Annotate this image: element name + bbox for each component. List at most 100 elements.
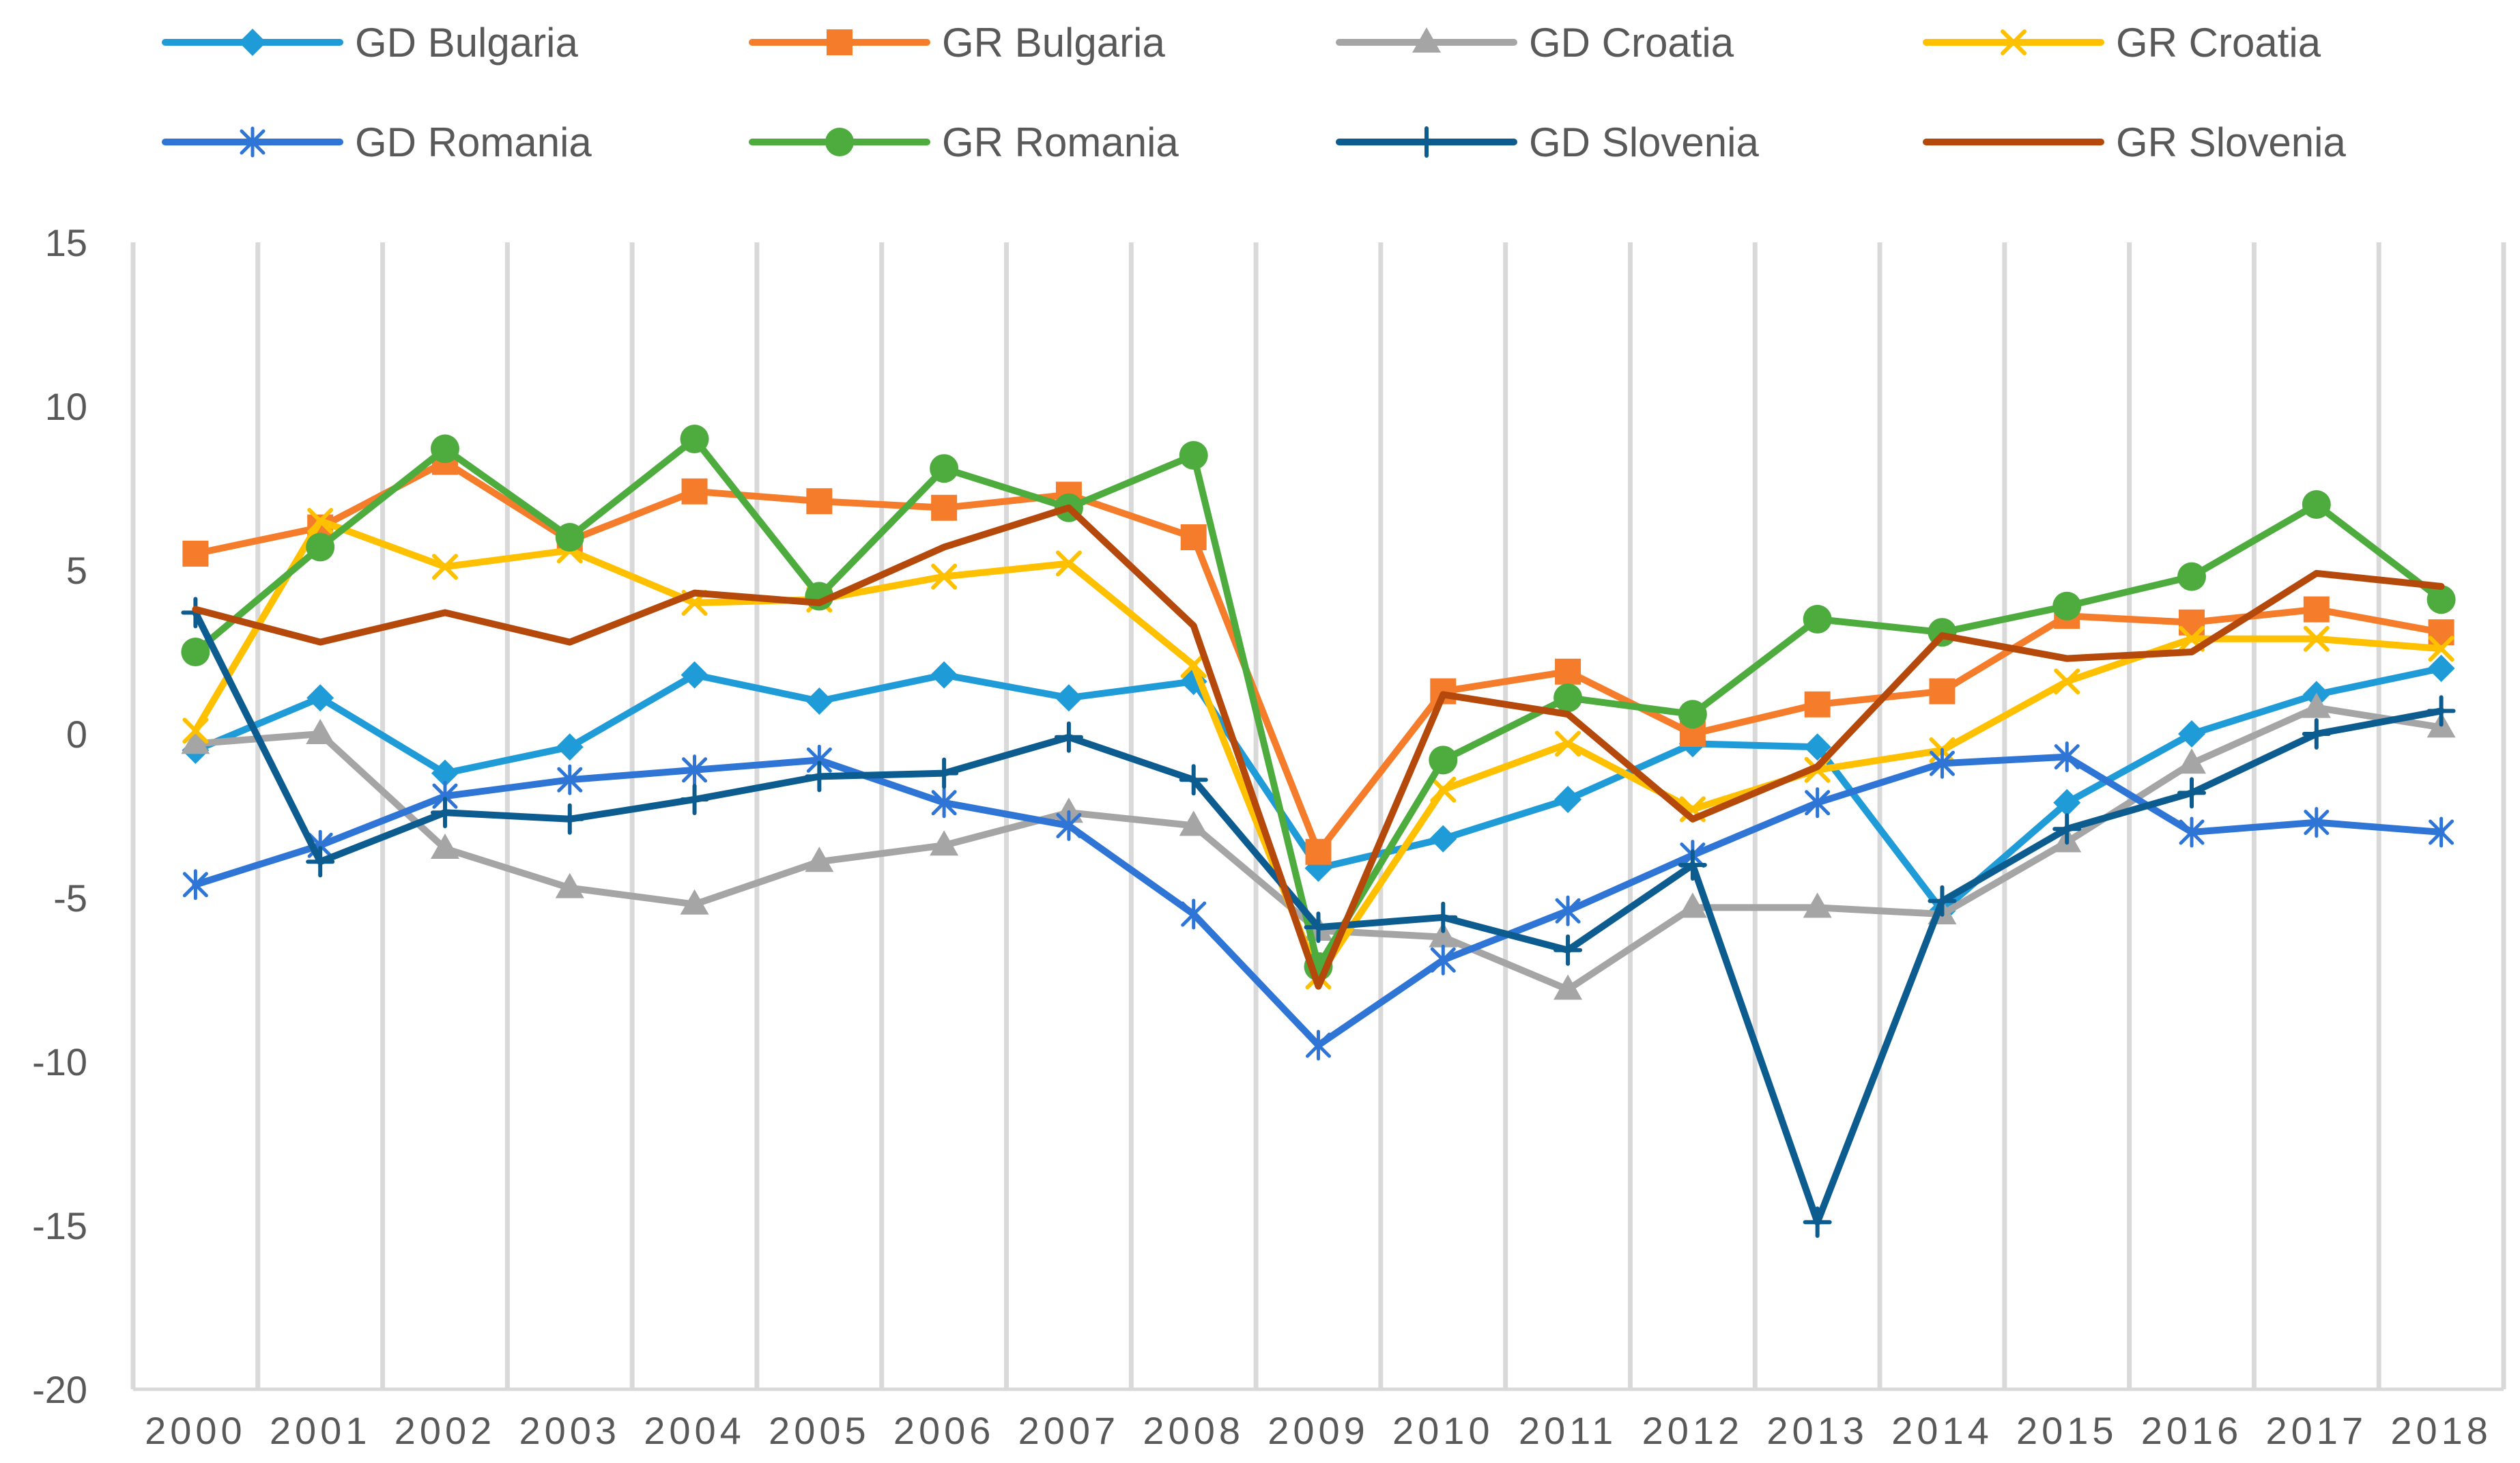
data-point-gd-romania-2011: [1555, 895, 1581, 926]
y-tick-label: -10: [32, 1040, 87, 1083]
legend-item-gr-bulgaria: GR Bulgaria: [749, 20, 1165, 66]
data-point-gr-romania-2008: [1179, 441, 1208, 470]
series-gr-romania: [181, 425, 2456, 981]
data-point-gd-romania-2000: [182, 869, 208, 900]
data-point-gr-croatia-2002: [431, 554, 458, 580]
data-point-gd-slovenia-2008: [1179, 764, 1208, 796]
legend: GD Bulgaria GR Bulgaria GD Croatia GR Croat…: [162, 20, 2346, 165]
data-point-gd-slovenia-2003: [555, 803, 584, 835]
legend-label: GR Bulgaria: [942, 20, 1165, 66]
legend-label: GD Croatia: [1529, 20, 1734, 66]
data-point-gr-croatia-2011: [1555, 730, 1581, 757]
data-point-gd-slovenia-2006: [930, 757, 959, 789]
data-point-gr-croatia-2010: [1430, 776, 1457, 803]
legend-marker-gd-croatia: [1412, 27, 1441, 53]
data-point-gd-bulgaria-2011: [1554, 786, 1582, 813]
vertical-gridlines: [130, 242, 2506, 1389]
y-axis-tick-labels: 15 10 5 0 -5 -10 -15 -20: [32, 221, 87, 1411]
x-tick-label-2006: 2006: [893, 1409, 995, 1452]
data-point-gr-croatia-2006: [931, 563, 958, 590]
series-lines: [181, 425, 2456, 1238]
data-point-gd-bulgaria-2006: [930, 661, 958, 689]
data-point-gr-romania-2000: [181, 638, 210, 666]
data-point-gr-bulgaria-2011: [1555, 658, 1581, 685]
data-point-gd-croatia-2006: [930, 830, 959, 856]
data-point-gd-romania-2010: [1430, 944, 1456, 976]
data-point-gr-croatia-2007: [1055, 550, 1082, 577]
data-point-gr-bulgaria-2013: [1804, 691, 1831, 718]
x-tick-label-2011: 2011: [1519, 1409, 1617, 1452]
x-tick-label-2008: 2008: [1143, 1409, 1244, 1452]
series-gr-slovenia: [192, 504, 2445, 990]
data-point-gd-bulgaria-2004: [681, 661, 708, 689]
data-point-gr-croatia-2018: [2428, 636, 2454, 662]
data-point-gd-slovenia-2009: [1304, 911, 1333, 943]
data-point-gd-romania-2014: [1929, 748, 1955, 779]
data-point-gr-romania-2017: [2302, 490, 2331, 519]
legend-label: GD Romania: [355, 119, 592, 165]
y-tick-label: -20: [32, 1368, 87, 1411]
legend-marker-gd-slovenia: [1412, 126, 1441, 158]
y-tick-label: 5: [66, 549, 87, 592]
x-tick-label-2004: 2004: [644, 1409, 745, 1452]
legend-item-gd-slovenia: GD Slovenia: [1336, 119, 1759, 165]
data-point-gd-slovenia-2011: [1553, 934, 1583, 966]
data-point-gr-romania-2015: [2052, 591, 2082, 621]
data-point-gd-croatia-2000: [181, 728, 210, 754]
legend-item-gr-slovenia: GR Slovenia: [1923, 119, 2346, 165]
data-point-gd-romania-2009: [1306, 1029, 1331, 1061]
data-point-gd-bulgaria-2001: [306, 684, 334, 712]
series-line-gr-croatia: [192, 517, 2445, 980]
series-gd-bulgaria: [182, 655, 2455, 925]
series-gd-slovenia: [181, 597, 2456, 1238]
data-point-gr-bulgaria-2004: [681, 478, 708, 505]
data-point-gr-croatia-2001: [307, 508, 334, 534]
data-point-gd-slovenia-2013: [1803, 1206, 1832, 1238]
x-tick-label-2010: 2010: [1392, 1409, 1494, 1452]
data-point-gd-bulgaria-2016: [2178, 720, 2206, 748]
data-point-gd-romania-2004: [682, 754, 708, 786]
data-point-gr-bulgaria-2017: [2303, 596, 2330, 623]
x-tick-label-2003: 2003: [519, 1409, 620, 1452]
legend-item-gd-croatia: GD Croatia: [1336, 20, 1734, 66]
data-point-gd-romania-2008: [1181, 898, 1207, 930]
data-point-gd-slovenia-2005: [805, 761, 834, 793]
data-point-gd-bulgaria-2005: [805, 687, 833, 715]
data-point-gr-romania-2001: [306, 532, 335, 562]
series-gd-romania: [182, 741, 2454, 1061]
data-point-gd-slovenia-2002: [430, 797, 459, 829]
y-tick-label: -15: [32, 1204, 87, 1247]
data-point-gd-croatia-2004: [680, 889, 709, 915]
series-line-gd-romania: [192, 753, 2445, 1049]
y-tick-label: 10: [45, 385, 87, 428]
x-tick-label-2005: 2005: [769, 1409, 870, 1452]
data-point-gr-romania-2016: [2177, 562, 2207, 591]
data-point-gd-slovenia-2001: [306, 846, 335, 878]
data-point-gd-croatia-2008: [1179, 810, 1208, 836]
data-point-gr-bulgaria-2006: [931, 494, 958, 521]
data-point-gd-slovenia-2007: [1054, 721, 1083, 753]
legend-item-gd-romania: GD Romania: [162, 119, 592, 165]
data-point-gd-romania-2006: [931, 787, 957, 819]
legend-label: GD Slovenia: [1529, 119, 1759, 165]
data-point-gd-slovenia-2018: [2426, 695, 2456, 727]
data-point-gr-romania-2012: [1678, 700, 1707, 729]
data-point-gd-slovenia-2015: [2052, 813, 2082, 845]
legend-label: GR Slovenia: [2116, 119, 2346, 165]
data-point-gr-romania-2011: [1553, 683, 1583, 713]
y-tick-label: -5: [53, 877, 87, 920]
data-point-gd-romania-2003: [557, 764, 583, 795]
data-point-gr-romania-2013: [1803, 605, 1832, 634]
data-point-gd-bulgaria-2018: [2427, 655, 2455, 682]
legend-item-gr-romania: GR Romania: [749, 119, 1179, 165]
data-point-gr-bulgaria-2005: [806, 488, 833, 515]
data-point-gd-romania-2013: [1805, 787, 1831, 819]
data-point-gr-croatia-2017: [2303, 625, 2330, 652]
data-point-gd-slovenia-2010: [1429, 901, 1458, 933]
data-point-gd-croatia-2017: [2302, 692, 2331, 718]
x-tick-label-2002: 2002: [395, 1409, 496, 1452]
data-point-gd-romania-2017: [2304, 807, 2330, 838]
x-axis-tick-labels: 2000 2001 2002 2003 2004 2005 2006 2007 2008 2009…: [145, 1409, 2488, 1452]
data-point-gd-croatia-2013: [1803, 892, 1832, 918]
